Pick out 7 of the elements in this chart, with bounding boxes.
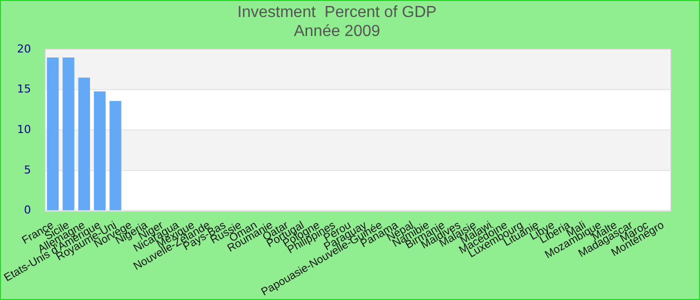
- y-tick-label: 10: [16, 122, 31, 136]
- chart-subtitle: Année 2009: [294, 23, 380, 40]
- y-tick-label: 0: [24, 204, 31, 217]
- y-tick-label: 5: [24, 163, 31, 176]
- y-tick-label: 15: [16, 82, 31, 96]
- y-tick-label: 20: [16, 42, 31, 56]
- chart-title: Investment Percent of GDP: [237, 4, 437, 22]
